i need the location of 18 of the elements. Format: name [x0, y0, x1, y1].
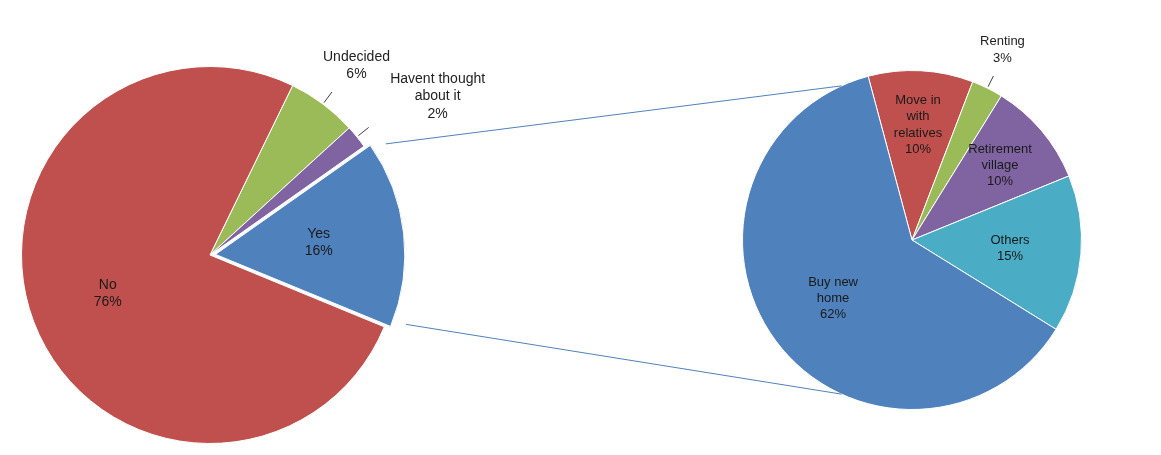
slice-label: Retirement village — [968, 140, 1033, 173]
slice-label: Renting — [980, 33, 1025, 49]
slice-label: Move in with relatives — [893, 92, 943, 140]
data-label: 76% — [93, 293, 122, 310]
slice-label: No — [98, 275, 117, 292]
slice-label: Havent thought about it — [390, 69, 486, 104]
data-label: 2% — [427, 104, 448, 121]
slice-label: Others — [990, 231, 1030, 247]
slice-label: Undecided — [323, 47, 390, 64]
slice-label: Buy new home — [808, 273, 859, 306]
data-label: 10% — [987, 173, 1014, 189]
slice-label: Yes — [307, 224, 331, 241]
data-label: 62% — [820, 306, 847, 322]
data-label: 3% — [993, 49, 1013, 65]
data-label: 6% — [346, 65, 367, 82]
data-label: 10% — [905, 140, 932, 156]
data-label: 16% — [304, 242, 333, 259]
data-label: 15% — [996, 247, 1024, 263]
